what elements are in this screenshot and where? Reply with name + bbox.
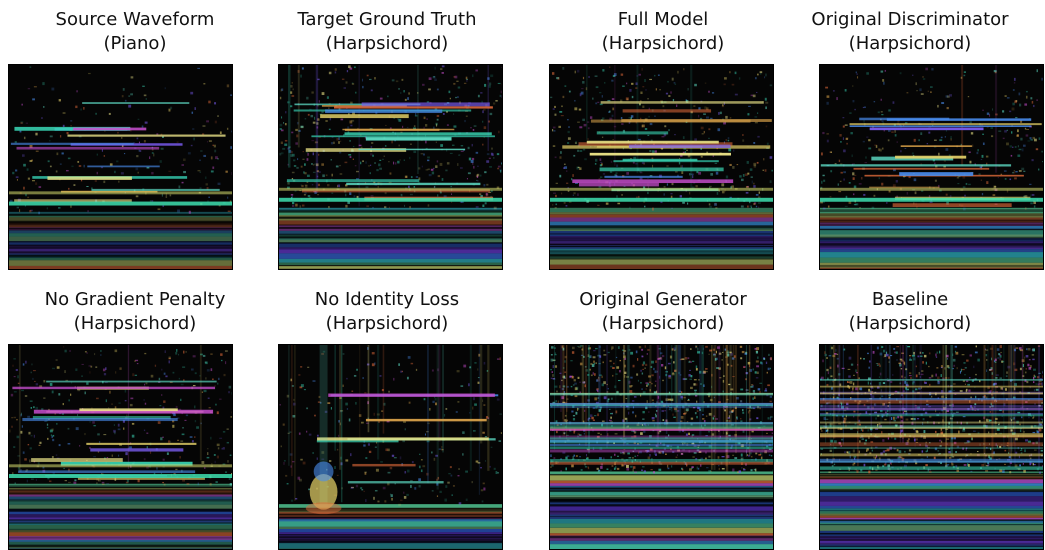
spectrogram-canvas	[820, 345, 1043, 549]
spectrogram-canvas	[820, 65, 1043, 269]
panel-title: No Identity Loss (Harpsichord)	[252, 288, 522, 336]
panel-title-line1: No Identity Loss	[314, 289, 460, 310]
panel-title-line1: Source Waveform	[55, 9, 215, 30]
panel-title-line1: Full Model	[617, 9, 709, 30]
panel-title-line2: (Harpsichord)	[601, 33, 725, 54]
spectrogram-image	[549, 344, 774, 550]
panel-title-line1: Original Generator	[579, 289, 747, 310]
panel-title: Full Model (Harpsichord)	[528, 8, 798, 56]
panel-title-line1: Target Ground Truth	[297, 9, 477, 30]
panel-title: Baseline (Harpsichord)	[775, 288, 1045, 336]
spectrogram-canvas	[550, 65, 773, 269]
panel-title-line2: (Harpsichord)	[325, 313, 449, 334]
panel-title-line2: (Harpsichord)	[848, 313, 972, 334]
spectrogram-image	[819, 64, 1044, 270]
spectrogram-image	[549, 64, 774, 270]
panel-title: Original Discriminator (Harpsichord)	[775, 8, 1045, 56]
panel-title-line1: No Gradient Penalty	[44, 289, 226, 310]
panel-title-line2: (Harpsichord)	[73, 313, 197, 334]
panel-title-line2: (Harpsichord)	[848, 33, 972, 54]
panel-title: Original Generator (Harpsichord)	[528, 288, 798, 336]
spectrogram-image	[819, 344, 1044, 550]
spectrogram-canvas	[9, 345, 232, 549]
spectrogram-canvas	[9, 65, 232, 269]
spectrogram-canvas	[550, 345, 773, 549]
panel-title-line2: (Harpsichord)	[325, 33, 449, 54]
spectrogram-canvas	[279, 65, 502, 269]
panel-title-line2: (Harpsichord)	[601, 313, 725, 334]
spectrogram-image	[8, 64, 233, 270]
panel-title-line1: Baseline	[871, 289, 949, 310]
spectrogram-canvas	[279, 345, 502, 549]
spectrogram-image	[278, 344, 503, 550]
spectrogram-image	[278, 64, 503, 270]
panel-title: Source Waveform (Piano)	[0, 8, 270, 56]
panel-title: No Gradient Penalty (Harpsichord)	[0, 288, 270, 336]
panel-title-line2: (Piano)	[103, 33, 167, 54]
panel-title-line1: Original Discriminator	[811, 9, 1009, 30]
panel-title: Target Ground Truth (Harpsichord)	[252, 8, 522, 56]
spectrogram-image	[8, 344, 233, 550]
